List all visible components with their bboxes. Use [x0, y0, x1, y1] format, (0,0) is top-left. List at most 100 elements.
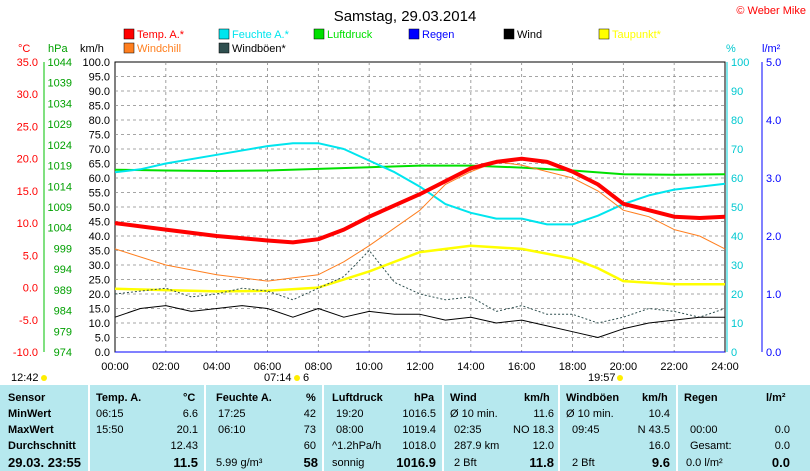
wind-header: Wind: [450, 392, 477, 404]
humidity-tick-label: 100: [731, 57, 749, 69]
series-lines: [114, 142, 726, 353]
humidity-tick-label: 40: [731, 231, 743, 243]
humidity-max-value: 73: [303, 424, 316, 436]
wind-tick-label: 95.0: [89, 72, 110, 84]
x-tick-label: 04:00: [203, 361, 231, 373]
wind-unit: km/h: [524, 392, 550, 404]
pressure-tick-label: 1039: [48, 78, 72, 90]
gust-avg-value: 16.0: [648, 440, 670, 452]
rain-rate: 0.0 l/m²: [686, 457, 723, 469]
legend-swatch-dewpoint: [598, 28, 610, 40]
humidity-tick-label: 10: [731, 318, 743, 330]
wind-tick-label: 100.0: [82, 57, 110, 69]
pressure-header: Luftdruck: [332, 392, 383, 404]
x-tick-label: 14:00: [457, 361, 485, 373]
temp-tick-label: 35.0: [17, 57, 38, 69]
wind-unit-label: km/h: [80, 43, 104, 55]
wind-tick-label: 40.0: [89, 231, 110, 243]
legend-swatch-windchill: [123, 42, 135, 54]
pressure-tick-label: 974: [54, 347, 72, 359]
rain-max-time: 00:00: [690, 424, 718, 436]
rain-total-label: Gesamt:: [690, 440, 732, 452]
legend-label-windchill: Windchill: [137, 43, 181, 55]
temp-min-value: 6.6: [182, 408, 198, 420]
rain-tick-label: 4.0: [766, 115, 781, 127]
min-row-label: MinWert: [8, 408, 52, 420]
series-line-windchill: [114, 161, 726, 282]
temp-unit-label: °C: [18, 43, 30, 55]
legend-swatch-rain: [408, 28, 420, 40]
pressure-tick-label: 1014: [48, 181, 72, 193]
series-line-feuchtea: [114, 142, 726, 226]
moonrise-label: 12:42: [11, 372, 39, 384]
x-tick-label: 06:00: [254, 361, 282, 373]
sunrise-icon: [294, 375, 300, 381]
pressure-unit: hPa: [414, 392, 435, 404]
weather-chart: Samstag, 29.03.2014 © Weber Mike Temp. A…: [11, 5, 806, 384]
sunrise-extra-label: 6: [303, 372, 309, 384]
legend-swatch-wind: [503, 28, 515, 40]
pressure-tick-label: 989: [54, 285, 72, 297]
x-tick-label: 20:00: [610, 361, 638, 373]
x-tick-label: 00:00: [101, 361, 129, 373]
pressure-current-value: 1016.9: [396, 455, 436, 470]
pressure-min-value: 1016.5: [402, 408, 436, 420]
gust-max-time: 09:45: [572, 424, 600, 436]
current-timestamp: 29.03. 23:55: [8, 455, 82, 470]
temp-tick-label: 25.0: [17, 121, 38, 133]
wind-avg-value: 12.0: [532, 440, 554, 452]
legend-label-humidity: Feuchte A.*: [232, 29, 290, 41]
wind-tick-label: 80.0: [89, 115, 110, 127]
wind-tick-label: 35.0: [89, 246, 110, 258]
pressure-tick-label: 994: [54, 264, 72, 276]
temp-min-time: 06:15: [96, 408, 124, 420]
temp-tick-label: -5.0: [19, 315, 38, 327]
temp-tick-label: 5.0: [23, 250, 38, 262]
pressure-tick-label: 979: [54, 326, 72, 338]
wind-tick-label: 45.0: [89, 217, 110, 229]
rain-tick-label: 0.0: [766, 347, 781, 359]
wind-beaufort: 2 Bft: [454, 457, 477, 469]
avg-row-label: Durchschnitt: [8, 440, 76, 452]
pressure-max-value: 1019.4: [402, 424, 436, 436]
pressure-tick-label: 1034: [48, 98, 72, 110]
copyright-label: © Weber Mike: [736, 5, 806, 17]
wind-tick-label: 85.0: [89, 101, 110, 113]
x-tick-label: 18:00: [559, 361, 587, 373]
temp-tick-label: 10.0: [17, 218, 38, 230]
grid: [115, 62, 725, 352]
wind-tick-label: 10.0: [89, 318, 110, 330]
gust-max-value: N 43.5: [637, 424, 670, 436]
wind-distance: 287.9 km: [454, 440, 500, 452]
wind-avg10-label: Ø 10 min.: [450, 408, 498, 420]
temp-tick-label: 20.0: [17, 154, 38, 166]
wind-tick-label: 60.0: [89, 173, 110, 185]
x-tick-label: 16:00: [508, 361, 536, 373]
legend-label-temp: Temp. A.*: [137, 29, 185, 41]
humidity-header: Feuchte A.: [216, 392, 272, 404]
pressure-max-time: 08:00: [336, 424, 364, 436]
x-tick-label: 12:00: [406, 361, 434, 373]
series-line-wind: [114, 305, 725, 338]
humidity-max-time: 06:10: [218, 424, 246, 436]
humidity-unit-label: %: [726, 43, 736, 55]
temp-header: Temp. A.: [96, 392, 142, 404]
pressure-tick-label: 1029: [48, 119, 72, 131]
section-temp: [90, 385, 204, 471]
sun-markers: 12:42 07:14 6 19:57: [11, 372, 623, 384]
stats-table: Sensor MinWert MaxWert Durchschnitt 29.0…: [0, 385, 810, 471]
pressure-unit-label: hPa: [48, 43, 68, 55]
moonrise-icon: [41, 375, 47, 381]
section-wind: [444, 385, 558, 471]
wind-tick-label: 15.0: [89, 304, 110, 316]
wind-tick-label: 65.0: [89, 159, 110, 171]
pressure-tick-label: 1004: [48, 223, 72, 235]
section-humidity: [206, 385, 322, 471]
gust-current-value: 9.6: [651, 455, 670, 470]
humidity-tick-label: 80: [731, 115, 743, 127]
wind-tick-label: 50.0: [89, 202, 110, 214]
humidity-current-value: 58: [303, 455, 318, 470]
gust-avg10-value: 10.4: [648, 408, 670, 420]
pressure-tick-label: 999: [54, 243, 72, 255]
sensor-header: Sensor: [8, 392, 46, 404]
